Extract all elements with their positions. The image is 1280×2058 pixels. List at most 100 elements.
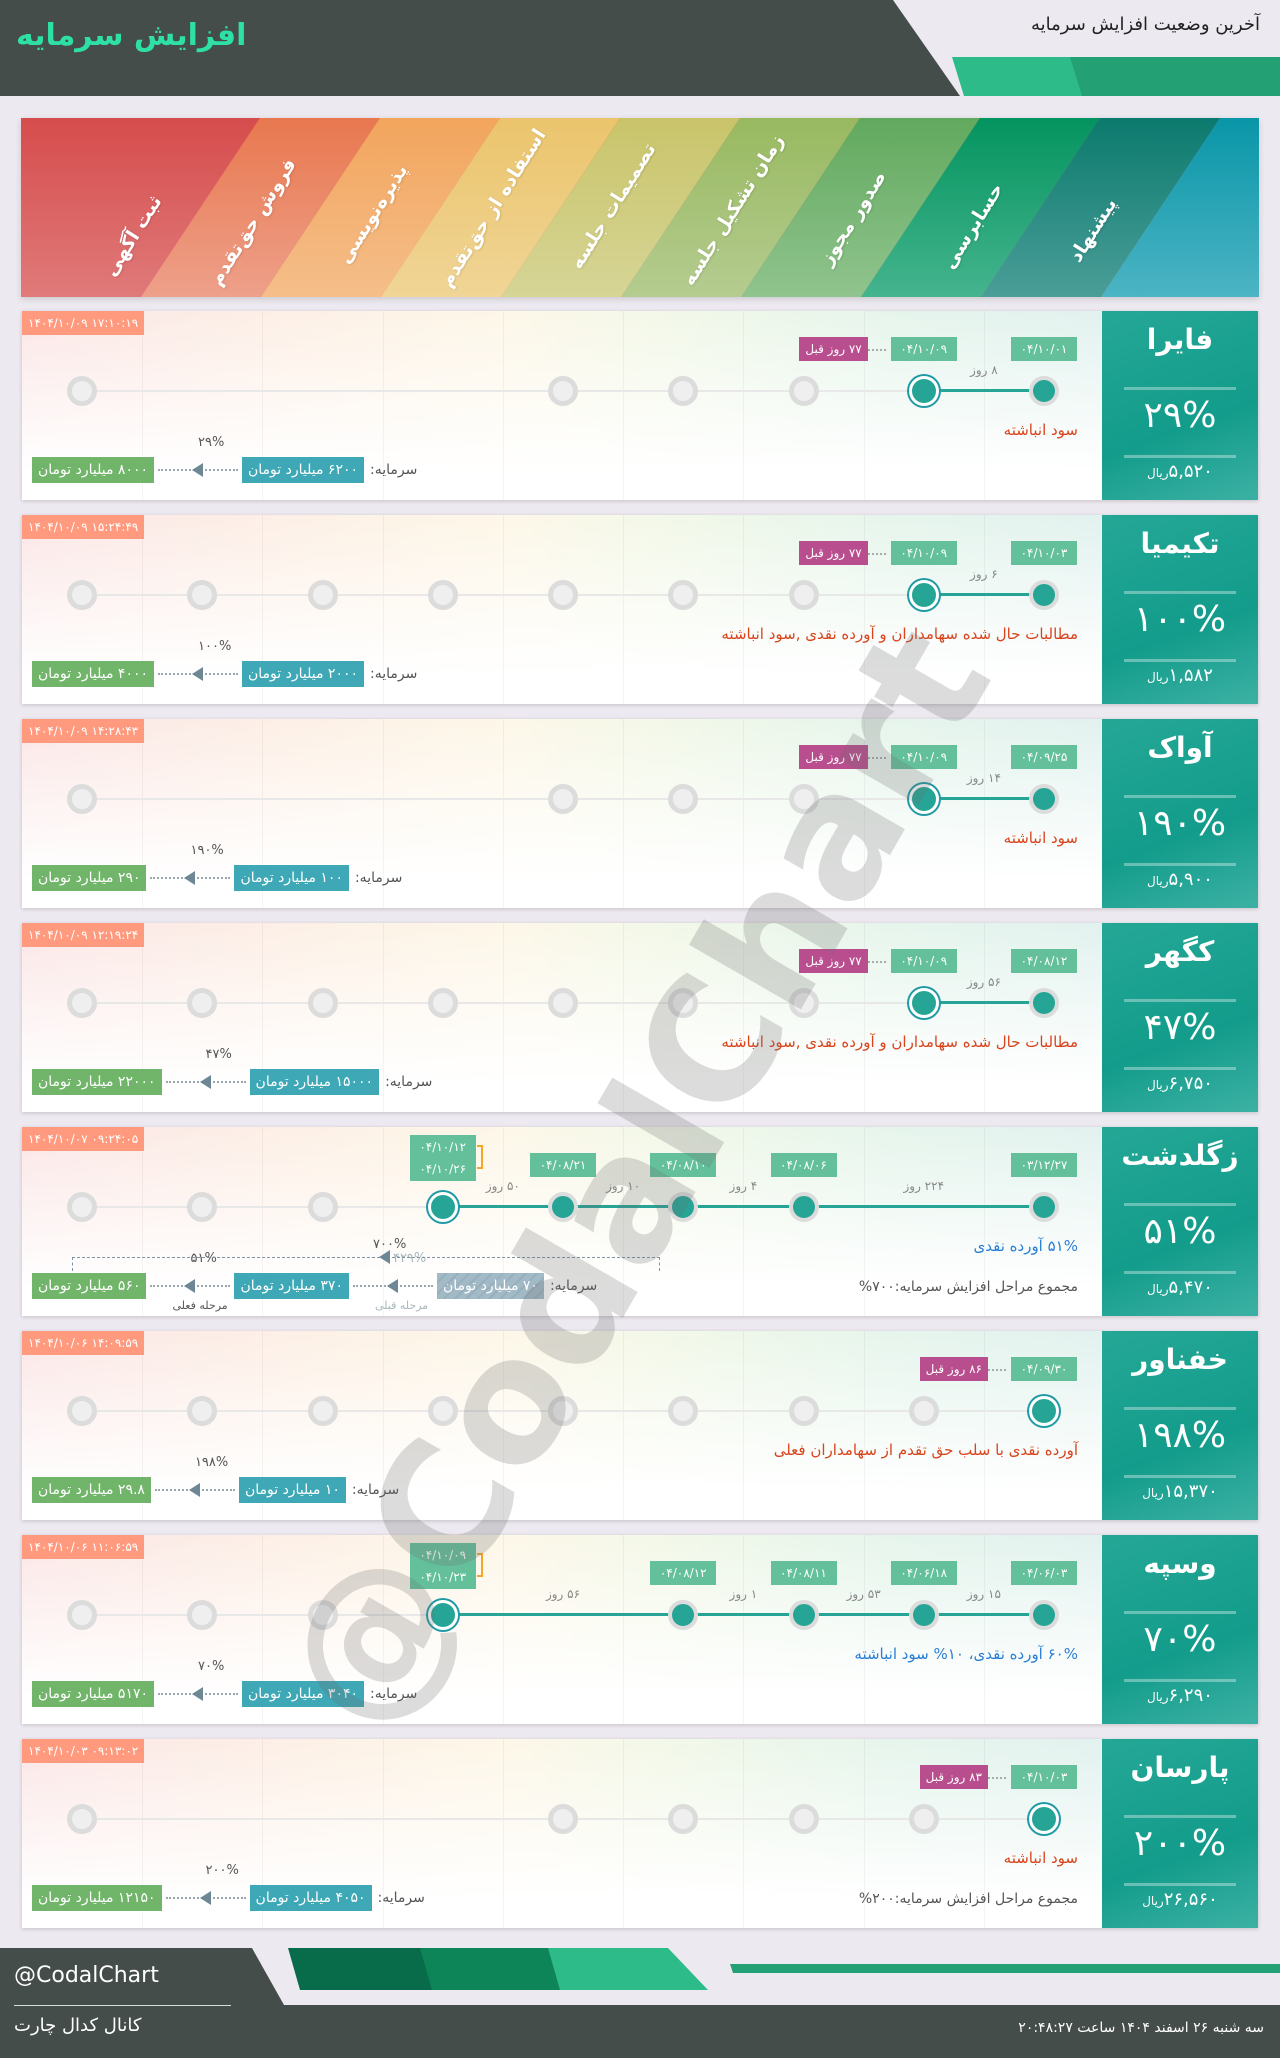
stage-column-divider [743, 1331, 745, 1520]
stage-date-badge: ۰۴/۱۰/۰۹ [890, 541, 957, 565]
stage-circle-current [908, 988, 939, 1018]
capital-label: سرمایه: [549, 1278, 598, 1294]
days-ago-connector [988, 1777, 1006, 1779]
previous-stage-label: مرحله قبلی [374, 1299, 429, 1312]
capital-before: ۶۲۰۰ میلیارد تومان [242, 457, 364, 483]
stage-column-divider [382, 719, 384, 908]
stage-column-divider [382, 1127, 384, 1316]
stage-circle-gray [187, 1192, 218, 1222]
stage-column-divider [743, 515, 745, 704]
capital-after: ۲۲۰۰۰ میلیارد تومان [32, 1069, 162, 1095]
date-text: ۰۴/۱۰/۰۹ [900, 750, 948, 764]
capital-arrow: ۱۹۰% [146, 843, 234, 891]
stage-column-divider [382, 1739, 384, 1928]
arrow-head-icon [188, 1483, 200, 1497]
increase-percent: ۴۷% [1143, 1007, 1217, 1048]
date-text: ۰۴/۱۰/۰۳ [1020, 1770, 1068, 1784]
symbol-panel: کگهر ۴۷% ۶,۷۵۰ریال [1102, 923, 1258, 1112]
increase-percent: ۱۹۰% [1133, 803, 1227, 844]
arrow-head-icon [386, 1279, 398, 1293]
capital-label: سرمایه: [351, 1482, 400, 1498]
stage-date-badge: ۰۴/۱۰/۰۹ [890, 745, 957, 769]
stage-column-divider [262, 923, 264, 1112]
capital-before: ۳۷۰ میلیارد تومان [234, 1273, 349, 1299]
capital-before: ۱۰۰ میلیارد تومان [234, 865, 349, 891]
stage-column-divider [262, 1331, 264, 1520]
capital-after: ۴۰۰۰ میلیارد تومان [32, 661, 154, 687]
increase-pct: ۱۹۰% [190, 843, 224, 858]
days-ago-badge: ۷۷ روز قبل [799, 541, 868, 565]
stage-circle-gray [788, 580, 819, 610]
currency-label: ریال [1147, 670, 1169, 684]
stage-column-divider [983, 923, 985, 1112]
panel-divider [1124, 795, 1236, 798]
capital-before: ۳۰۴۰ میلیارد تومان [242, 1681, 364, 1707]
stage-column-divider [382, 923, 384, 1112]
timeline-progress [442, 1613, 1044, 1616]
increase-percent: ۷۰% [1143, 1619, 1217, 1660]
stage-date-badge: ۰۴/۰۸/۰۶ [770, 1153, 837, 1177]
stage-circle-gray [668, 1396, 699, 1426]
capital-label: سرمایه: [370, 1686, 418, 1702]
page-title: افزایش سرمایه [16, 18, 247, 53]
stage-circle-gray [548, 580, 578, 610]
stage-circle-gray [187, 1600, 218, 1630]
stage-column-divider [502, 311, 504, 500]
symbol-panel: وسپه ۷۰% ۶,۲۹۰ریال [1102, 1535, 1258, 1724]
stage-column-divider [743, 719, 745, 908]
currency-label: ریال [1142, 1486, 1164, 1500]
date-text: ۰۴/۰۶/۰۳ [1020, 1566, 1068, 1580]
currency-label: ریال [1142, 1894, 1164, 1908]
stage-column-divider [382, 1535, 384, 1724]
stage-column-divider [502, 923, 504, 1112]
symbol-panel: پارسان ۲۰۰% ۲۶,۵۶۰ریال [1102, 1739, 1258, 1928]
footer-divider [14, 2005, 231, 2006]
symbol-name: وسپه [1143, 1547, 1217, 1580]
stage-circle-gray [788, 1804, 819, 1834]
stage-column-divider [623, 1739, 624, 1928]
stage-circle-done [668, 1192, 699, 1222]
stage-column-divider [623, 1127, 624, 1316]
stage-column-divider [743, 1739, 745, 1928]
stage-column-divider [863, 1535, 865, 1724]
date-range-bracket [476, 1145, 483, 1169]
stage-column-divider [623, 1331, 624, 1520]
stage-circle-current [1029, 1396, 1059, 1426]
days-ago-badge: ۸۶ روز قبل [919, 1357, 988, 1381]
stage-column-divider [623, 719, 624, 908]
panel-divider [1124, 1815, 1236, 1818]
symbol-price: ۶,۷۵۰ریال [1102, 1073, 1258, 1094]
stage-column-divider [863, 311, 865, 500]
stage-duration-label: ۲۲۴ روز [903, 1179, 945, 1193]
stage-date-badge: ۰۴/۰۹/۲۵ [1011, 745, 1077, 769]
stage-circle-done [1029, 1192, 1059, 1222]
stage-circle-current [908, 376, 939, 406]
overall-increase-pct: ۷۰۰% [373, 1237, 407, 1252]
stage-circle-done [1029, 580, 1059, 610]
symbol-price: ۵,۵۲۰ریال [1102, 461, 1258, 482]
stage-circle-gray [67, 988, 97, 1018]
increase-percent: ۱۹۸% [1133, 1415, 1227, 1456]
days-ago-badge: ۷۷ روز قبل [799, 949, 868, 973]
days-ago-connector [867, 757, 886, 759]
increase-percent: ۲۹% [1143, 395, 1217, 436]
stage-column-divider [743, 311, 745, 500]
stage-duration-label: ۸ روز [970, 363, 998, 377]
symbol-price: ۱,۵۸۲ریال [1102, 665, 1258, 686]
capital-source: سود انباشته [1003, 421, 1078, 439]
stage-column-divider [262, 1535, 264, 1724]
update-timestamp: ۱۴۰۴/۱۰/۰۳ ۰۹:۱۳:۰۲ [22, 1739, 145, 1763]
stage-column-divider [382, 311, 384, 500]
capital-increase-card: ۱۴۰۴/۱۰/۰۹ ۱۵:۲۴:۴۹ ۰۴/۱۰/۰۳ ۰۴/۱۰/۰۹ ۷۷ رو… [22, 515, 1258, 704]
stage-column-divider [502, 515, 504, 704]
stage-circle-gray [67, 1192, 97, 1222]
stage-circle-gray [908, 1396, 939, 1426]
capital-after: ۵۶۰ میلیارد تومان [32, 1273, 147, 1299]
stage-column-divider [502, 1739, 504, 1928]
stage-date-badge: ۰۴/۰۸/۱۲ [650, 1561, 717, 1585]
capital-increase-card: ۱۴۰۴/۱۰/۰۹ ۱۲:۱۹:۲۴ ۰۴/۰۸/۱۲ ۰۴/۱۰/۰۹ ۷۷ رو… [22, 923, 1258, 1112]
capital-before: ۴۰۵۰ میلیارد تومان [249, 1885, 372, 1911]
capital-after: ۸۰۰۰ میلیارد تومان [32, 457, 154, 483]
capital-change-row: ۲۹.۸ میلیارد تومان ۱۹۸% ۱۰ میلیارد تومان سر… [32, 1455, 400, 1503]
panel-divider [1124, 1407, 1236, 1410]
